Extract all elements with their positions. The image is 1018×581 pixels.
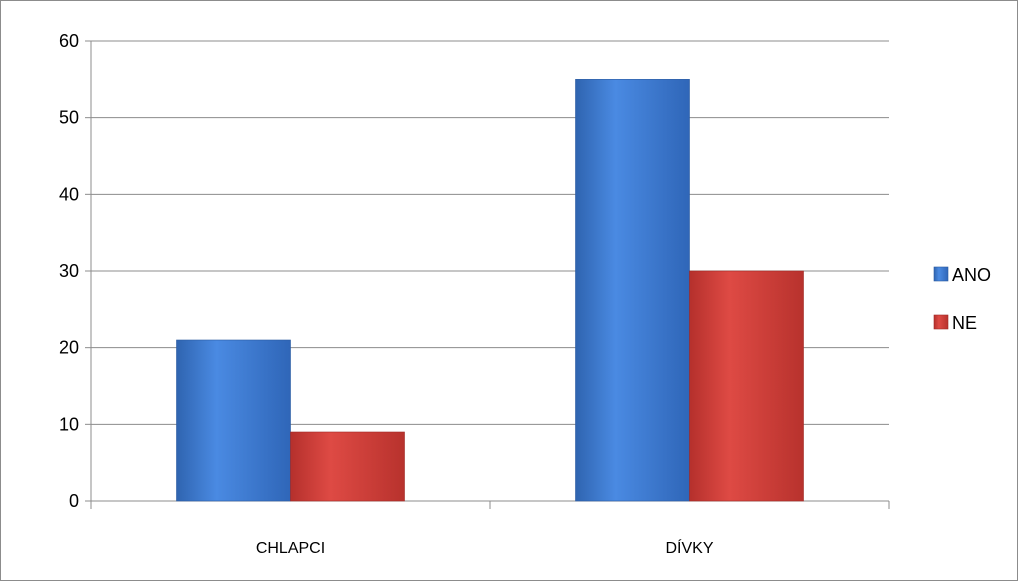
legend-swatch-ano	[933, 266, 949, 282]
y-tick-label: 40	[59, 184, 79, 204]
bar-ne-dívky	[689, 270, 804, 502]
bars	[176, 79, 804, 502]
x-category-label: DÍVKY	[665, 538, 713, 557]
y-tick-label: 10	[59, 414, 79, 434]
y-tick-label: 60	[59, 31, 79, 51]
y-tick-labels: 0 10 20 30 40 50 60	[59, 31, 79, 511]
legend-label-ne: NE	[952, 313, 977, 333]
bar-ano-dívky	[575, 79, 690, 502]
x-category-labels: CHLAPCI DÍVKY	[256, 538, 714, 557]
bar-ano-chlapci	[176, 339, 291, 502]
y-tick-label: 30	[59, 261, 79, 281]
y-tick-label: 50	[59, 108, 79, 128]
y-tick-label: 20	[59, 338, 79, 358]
x-category-label: CHLAPCI	[256, 540, 325, 557]
y-tick-label: 0	[69, 491, 79, 511]
legend-swatch-ne	[933, 314, 949, 330]
legend: ANO NE	[933, 265, 991, 333]
bar-ne-chlapci	[290, 431, 405, 502]
legend-label-ano: ANO	[952, 265, 991, 285]
